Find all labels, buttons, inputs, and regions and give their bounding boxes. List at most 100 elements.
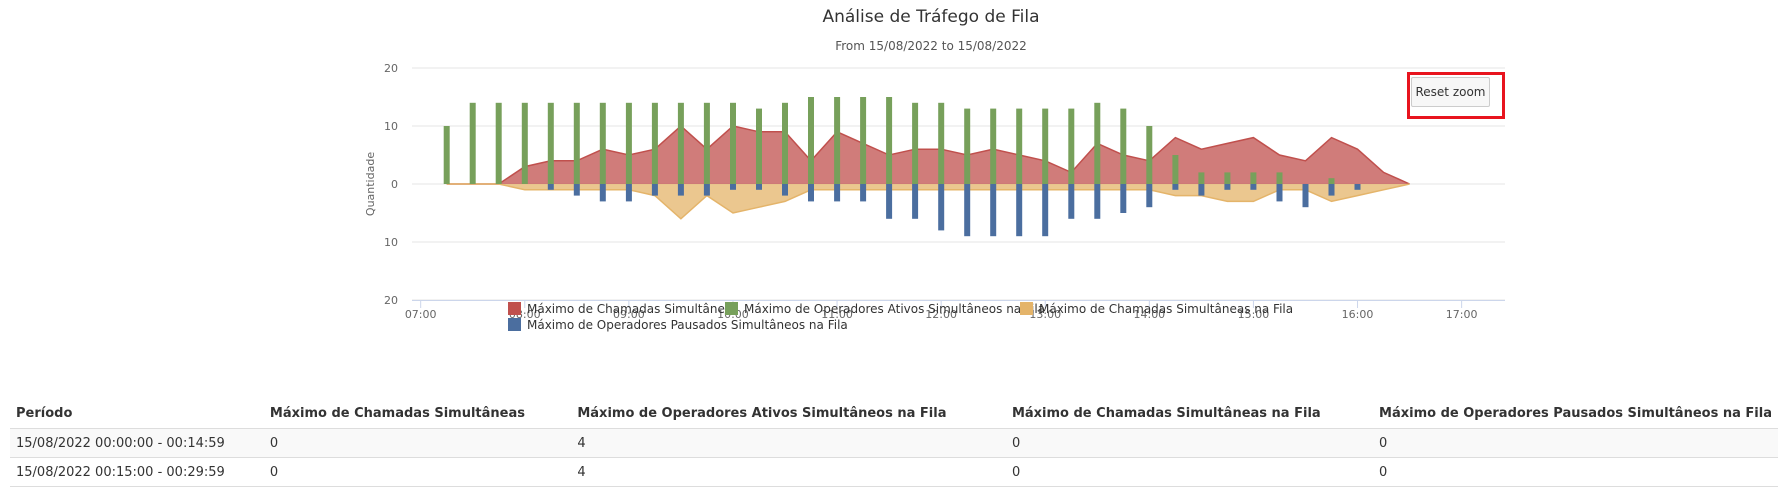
bar <box>1016 184 1023 237</box>
table-cell: 0 <box>1005 457 1374 487</box>
legend-item[interactable]: Máximo de Chamadas Simultâneas <box>508 302 738 316</box>
bar <box>1042 184 1049 237</box>
bar <box>573 102 580 184</box>
table-cell: 0 <box>1005 428 1374 458</box>
bar <box>990 108 997 184</box>
area-fill <box>446 126 1410 184</box>
x-tick-label: 12:00 <box>925 308 957 321</box>
x-tick-label: 07:00 <box>405 308 437 321</box>
bar <box>1068 108 1075 184</box>
column-header-max-calls[interactable]: Máximo de Chamadas Simultâneas <box>263 398 572 429</box>
table-header-row: Período Máximo de Chamadas Simultâneas M… <box>10 398 1778 429</box>
bar <box>1328 178 1335 184</box>
area-fill <box>446 184 1410 219</box>
bar <box>1146 126 1153 184</box>
chart-subtitle: From 15/08/2022 to 15/08/2022 <box>835 39 1027 53</box>
legend-item[interactable]: Máximo de Operadores Ativos Simultâneos … <box>725 302 1045 316</box>
bar <box>469 102 476 184</box>
reset-zoom-button[interactable]: Reset zoom <box>1411 77 1490 107</box>
bar <box>1276 184 1283 202</box>
traffic-chart: Análise de Tráfego de Fila From 15/08/202… <box>364 7 1505 332</box>
bar <box>1016 108 1023 184</box>
bar <box>625 184 632 202</box>
bar <box>547 102 554 184</box>
bar <box>1198 184 1205 196</box>
area-line <box>446 124 1410 185</box>
chart-container: Análise de Tráfego de Fila From 15/08/202… <box>364 7 1505 332</box>
bars-max-paused-operators <box>547 184 1361 237</box>
bar <box>938 102 945 184</box>
table-cell: 0 <box>263 457 572 487</box>
bar <box>990 184 997 237</box>
chart-title: Análise de Tráfego de Fila <box>822 7 1039 27</box>
bar <box>651 102 658 184</box>
y-tick-label: 10 <box>384 236 398 249</box>
bar <box>1224 172 1231 184</box>
x-tick-label: 16:00 <box>1342 308 1374 321</box>
bar <box>1354 184 1361 190</box>
bar <box>730 102 736 184</box>
bar <box>1120 184 1127 213</box>
x-tick-label: 11:00 <box>821 308 853 321</box>
bar <box>938 184 945 231</box>
table-cell: 0 <box>1373 457 1778 487</box>
table-cell: 0 <box>263 428 572 458</box>
table-row: 15/08/2022 00:00:00 - 00:14:59 0 4 0 0 <box>10 428 1778 458</box>
bar <box>677 102 684 184</box>
y-tick-label: 20 <box>384 62 398 75</box>
column-header-max-queue-calls[interactable]: Máximo de Chamadas Simultâneas na Fila <box>1005 398 1374 429</box>
data-table: Período Máximo de Chamadas Simultâneas M… <box>10 398 1778 487</box>
bar <box>625 102 632 184</box>
area-line <box>446 183 1410 220</box>
bar <box>912 184 919 219</box>
column-header-max-paused-operators[interactable]: Máximo de Operadores Pausados Simultâneo… <box>1373 398 1778 429</box>
legend-label: Máximo de Chamadas Simultâneas <box>527 302 738 316</box>
x-tick-label: 13:00 <box>1029 308 1061 321</box>
bar <box>599 184 606 202</box>
legend-swatch <box>1020 302 1033 315</box>
bar <box>547 184 554 190</box>
bar <box>1276 172 1283 184</box>
bar <box>1250 184 1257 190</box>
legend-swatch <box>725 302 738 315</box>
bar <box>886 184 893 219</box>
bar <box>677 184 684 196</box>
bar <box>1224 184 1231 190</box>
table-row: 15/08/2022 00:15:00 - 00:29:59 0 4 0 0 <box>10 457 1778 487</box>
bar <box>495 102 502 184</box>
table-cell: 15/08/2022 00:00:00 - 00:14:59 <box>10 428 264 458</box>
bars-max-active-operators <box>443 97 1335 184</box>
legend-item[interactable]: Máximo de Operadores Pausados Simultâneo… <box>508 318 848 332</box>
y-axis-title: Quantidade <box>364 152 377 216</box>
bar <box>730 184 736 190</box>
bar <box>521 102 528 184</box>
bar <box>860 184 867 202</box>
bar <box>573 184 580 196</box>
x-tick-label: 14:00 <box>1133 308 1165 321</box>
y-tick-label: 20 <box>384 294 398 307</box>
legend-swatch <box>508 302 521 315</box>
legend-label: Máximo de Chamadas Simultâneas na Fila <box>1039 302 1293 316</box>
column-header-max-active-operators[interactable]: Máximo de Operadores Ativos Simultâneos … <box>571 398 1006 429</box>
bar <box>1250 172 1257 184</box>
bar <box>443 126 450 184</box>
bar <box>756 108 762 184</box>
bar <box>1172 155 1179 184</box>
column-header-period[interactable]: Período <box>10 398 264 429</box>
legend-item[interactable]: Máximo de Chamadas Simultâneas na Fila <box>1020 302 1293 316</box>
legend-swatch <box>508 318 521 331</box>
bar <box>834 184 841 202</box>
legend-label: Máximo de Operadores Pausados Simultâneo… <box>527 318 848 332</box>
bar <box>808 97 814 184</box>
area-max-queue-calls <box>446 183 1410 220</box>
bar <box>964 184 971 237</box>
bar <box>782 102 788 184</box>
bar <box>1198 172 1205 184</box>
y-tick-label: 10 <box>384 120 398 133</box>
table-cell: 4 <box>571 457 1006 487</box>
bar <box>1172 184 1179 190</box>
bar <box>1328 184 1335 196</box>
bar <box>860 97 867 184</box>
legend-label: Máximo de Operadores Ativos Simultâneos … <box>744 302 1045 316</box>
bar <box>964 108 971 184</box>
